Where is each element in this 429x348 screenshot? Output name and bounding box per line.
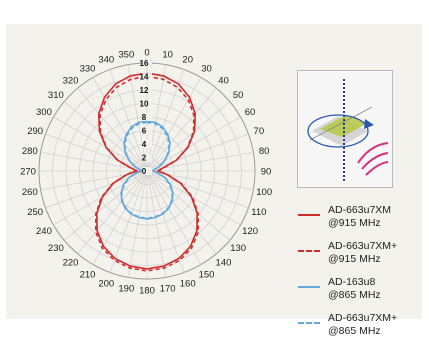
grid-spoke — [146, 64, 167, 172]
radial-label-bg — [142, 113, 152, 121]
angle-tick-label: 50 — [233, 90, 244, 101]
grid-spoke — [146, 170, 217, 254]
chart-legend: AD-663u7XM @915 MHz AD-663u7XM+ @915 MHz… — [298, 204, 428, 348]
grid-spoke — [109, 170, 148, 273]
radial-label-bg — [142, 86, 152, 94]
grid-spoke — [146, 170, 230, 241]
angle-tick-label: 310 — [48, 90, 64, 101]
angle-tick-label: 220 — [63, 258, 79, 269]
radial-label-bg — [142, 140, 152, 148]
legend-item: AD-663u7XM+ @865 MHz — [298, 312, 428, 348]
grid-spoke — [77, 88, 148, 172]
antenna-plane-icon — [309, 79, 373, 183]
angle-tick-label: 110 — [251, 207, 266, 218]
radial-label-bg — [142, 72, 152, 81]
angle-tick-label: 100 — [256, 187, 272, 198]
grid-spoke — [64, 170, 148, 241]
series-line — [120, 121, 174, 220]
grid-spoke — [146, 133, 249, 172]
angle-tick-label: 240 — [36, 226, 52, 237]
angle-tick-label: 270 — [20, 167, 36, 178]
angle-tick-label: 10 — [162, 49, 173, 60]
radial-tick-label: 2 — [142, 154, 147, 163]
angle-tick-label: 130 — [230, 243, 246, 254]
angle-tick-label: 140 — [216, 258, 232, 269]
angle-tick-label: 20 — [182, 55, 193, 66]
angle-tick-label: 320 — [63, 75, 79, 86]
angle-tick-label: 330 — [80, 63, 96, 74]
angle-tick-label: 120 — [242, 226, 258, 237]
antenna-orientation-inset — [297, 70, 393, 188]
angle-tick-label: 40 — [218, 75, 229, 86]
angle-tick-label: 340 — [98, 55, 114, 66]
angle-tick-label: 260 — [22, 187, 38, 198]
angle-tick-label: 150 — [199, 270, 215, 281]
radial-label-bg — [142, 153, 152, 162]
angle-tick-label: 90 — [261, 167, 272, 178]
legend-label: AD-163u8 @865 MHz — [328, 276, 381, 301]
grid-spoke — [146, 170, 241, 226]
radial-tick-label: 10 — [140, 100, 149, 109]
angle-tick-label: 350 — [118, 49, 134, 60]
radial-tick-label: 12 — [140, 86, 149, 95]
grid-spoke — [146, 101, 230, 172]
radial-label-bg — [142, 99, 152, 108]
angle-tick-label: 70 — [254, 126, 265, 137]
legend-item: AD-163u8 @865 MHz — [298, 276, 428, 312]
grid-spoke — [146, 170, 185, 273]
series-line — [95, 75, 199, 272]
grid-spoke — [92, 77, 148, 172]
grid-spoke — [146, 77, 202, 172]
grid-spoke — [146, 170, 202, 265]
legend-swatch — [298, 322, 320, 324]
chart-panel: 0 10 20 30 40 50 60 70 80 90 100 110 120 130 140 150 160… — [6, 24, 422, 337]
radio-wave-icon — [357, 142, 389, 176]
grid-spoke — [77, 170, 148, 254]
angle-tick-label: 250 — [27, 207, 43, 218]
legend-label: AD-663u7XM+ @915 MHz — [328, 240, 398, 265]
radial-tick-label: 14 — [140, 73, 149, 82]
angle-tick-label: 290 — [27, 126, 43, 137]
legend-label: AD-663u7XM+ @865 MHz — [328, 312, 398, 337]
legend-swatch — [298, 214, 320, 216]
angle-tick-label: 60 — [245, 107, 256, 118]
angle-tick-label: 230 — [48, 243, 64, 254]
legend-swatch — [298, 286, 320, 288]
grid-spoke — [127, 64, 148, 172]
grid-spoke — [146, 88, 217, 172]
rotation-arrow-icon — [307, 114, 374, 148]
radial-tick-label: 4 — [142, 140, 147, 149]
legend-item: AD-663u7XM @915 MHz — [298, 204, 428, 240]
angle-tick-label: 170 — [160, 284, 176, 295]
legend-swatch — [298, 250, 320, 252]
grid-spoke — [45, 133, 148, 172]
radial-tick-label: 8 — [142, 113, 147, 122]
radial-label-bg — [142, 126, 152, 135]
angle-tick-label: 30 — [201, 63, 212, 74]
grid-spoke — [109, 69, 148, 172]
radial-tick-label: 0 — [142, 167, 147, 176]
angle-tick-label: 0 — [144, 48, 149, 59]
angle-tick-label: 80 — [259, 146, 270, 157]
legend-label: AD-663u7XM @915 MHz — [328, 204, 392, 229]
grid-spoke — [146, 69, 185, 172]
angle-tick-label: 160 — [180, 278, 196, 289]
radial-tick-label: 16 — [140, 59, 149, 68]
grid-spoke — [92, 170, 148, 265]
radial-label-bg — [142, 59, 152, 67]
radial-label-bg — [142, 167, 152, 175]
polar-chart: 0 10 2030405060708090100110120130140150160… — [20, 48, 272, 297]
angle-tick-label: 180 — [139, 286, 155, 297]
grid-spoke — [53, 170, 148, 226]
radial-tick-label: 6 — [142, 127, 147, 136]
angle-tick-label: 280 — [22, 146, 38, 157]
angle-tick-label: 300 — [36, 107, 52, 118]
angle-tick-label: 190 — [118, 284, 134, 295]
grid-spoke — [146, 170, 167, 278]
angle-tick-label: 200 — [98, 278, 114, 289]
legend-item: AD-663u7XM+ @915 MHz — [298, 240, 428, 276]
grid-spoke — [127, 170, 148, 278]
angle-tick-label: 210 — [80, 270, 96, 281]
grid-spoke — [64, 101, 148, 172]
